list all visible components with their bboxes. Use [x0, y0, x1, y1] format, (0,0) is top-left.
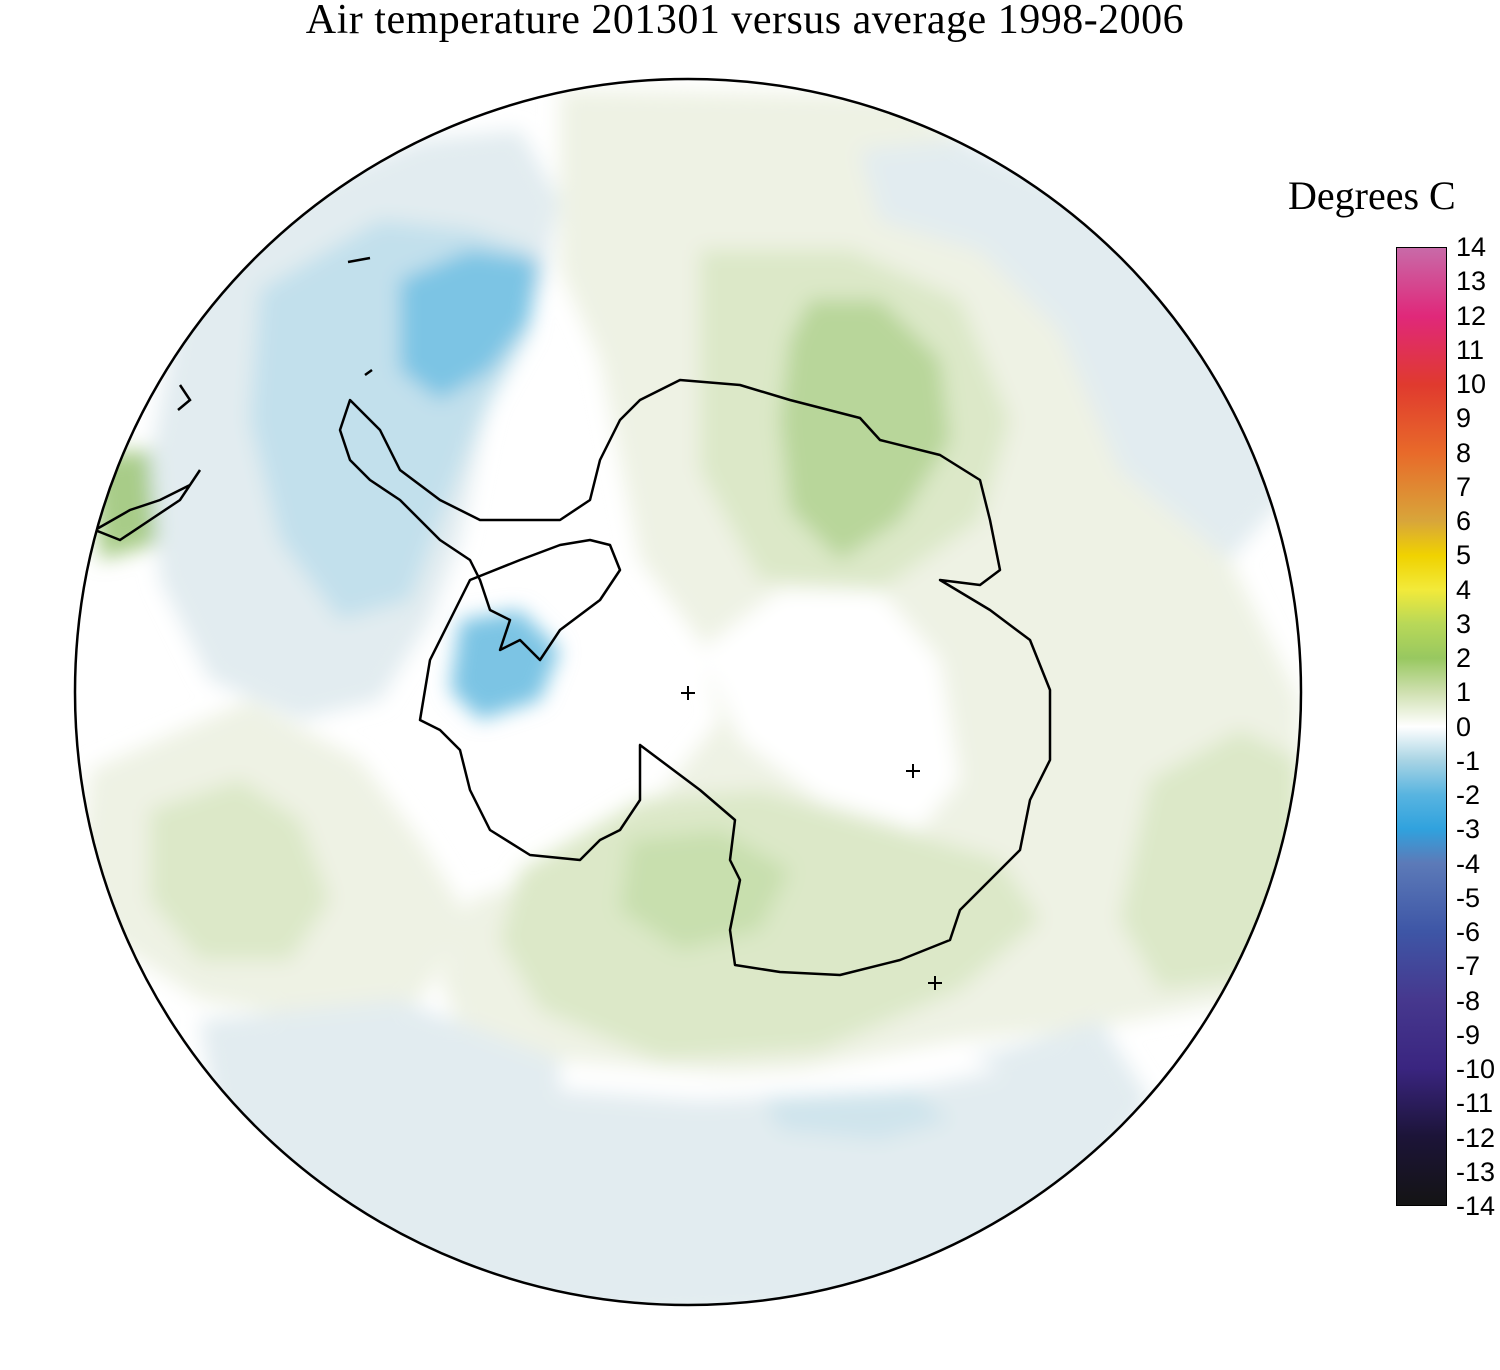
colorbar-tick-label: 7	[1456, 471, 1472, 502]
island-coast	[364, 368, 373, 377]
marker-plus	[928, 976, 942, 990]
map-boundary-circle	[73, 77, 1303, 1307]
colorbar-tick-label: 6	[1456, 506, 1472, 536]
colorbar-tick-label: 10	[1456, 369, 1487, 399]
colorbar-tick-label: -13	[1456, 1156, 1496, 1187]
island-coast	[177, 384, 192, 411]
colorbar-tick-label: -1	[1456, 745, 1481, 776]
map-title: Air temperature 201301 versus average 19…	[305, 0, 1185, 43]
colorbar-label: Degrees C	[1288, 173, 1456, 218]
colorbar-tick-label: -3	[1456, 814, 1481, 845]
colorbar-tick-label: 0	[1456, 711, 1472, 742]
colorbar-tick-label: 5	[1456, 540, 1472, 571]
colorbar-tick-label: 9	[1456, 403, 1472, 434]
warm-strong-east	[780, 300, 950, 560]
colorbar-tick-label: 12	[1456, 300, 1487, 331]
colorbar-tick-label: -14	[1456, 1191, 1496, 1221]
colorbar	[1396, 247, 1447, 1206]
colorbar-tick-label: 3	[1456, 608, 1472, 639]
colorbar-tick-label: -6	[1456, 917, 1481, 947]
marker-plus	[681, 686, 695, 700]
colorbar-tick-label: -2	[1456, 780, 1481, 810]
cold-mid-south	[760, 1080, 950, 1140]
neutral-south-band	[560, 1050, 1000, 1100]
colorbar-tick-label: -12	[1456, 1122, 1496, 1153]
colorbar-tick-label: 4	[1456, 574, 1472, 605]
marker-plus	[906, 764, 920, 778]
colorbar-tick-label: 14	[1456, 232, 1487, 262]
antarctica-coastline	[338, 378, 1052, 977]
colorbar-tick-label: 11	[1456, 334, 1485, 365]
island-coast	[347, 256, 371, 264]
cold-strong-weddell	[450, 610, 560, 720]
colorbar-tick-label: -7	[1456, 951, 1481, 982]
colorbar-tick-label: 2	[1456, 643, 1472, 673]
warm-strong-south	[620, 830, 790, 950]
colorbar-tick-label: -5	[1456, 882, 1481, 913]
colorbar-tick-label: -8	[1456, 985, 1481, 1016]
colorbar-tick-label: -11	[1456, 1088, 1494, 1119]
colorbar-tick-label: 13	[1456, 266, 1487, 297]
cold-region-northeast	[860, 140, 1300, 560]
colorbar-tick-label: -10	[1456, 1054, 1496, 1084]
tierra-del-fuego-coast	[92, 469, 202, 542]
colorbar-tick-label: -4	[1456, 848, 1481, 879]
neutral-interior	[700, 590, 960, 830]
cold-strong-drake	[400, 250, 540, 400]
warm-mid-west	[150, 780, 330, 960]
colorbar-tick-label: -9	[1456, 1019, 1481, 1050]
colorbar-tick-label: 1	[1456, 677, 1472, 708]
colorbar-tick-label: 8	[1456, 437, 1472, 468]
